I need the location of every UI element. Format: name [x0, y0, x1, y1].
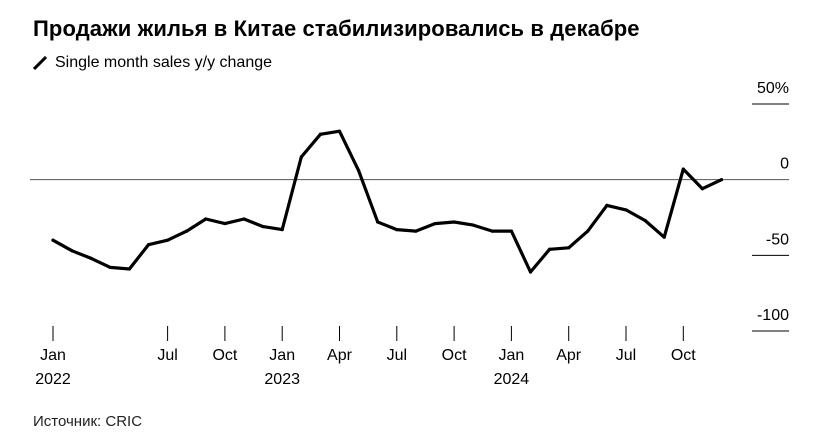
- chart-title: Продажи жилья в Китае стабилизировались …: [33, 16, 640, 41]
- x-tick-label: Apr: [327, 347, 353, 364]
- x-tick-label: Oct: [671, 347, 696, 364]
- data-point: [318, 132, 322, 136]
- data-point: [204, 217, 208, 221]
- data-point: [681, 167, 685, 171]
- x-tick-year-label: 2023: [264, 371, 300, 388]
- source-note: Источник: CRIC: [33, 413, 143, 430]
- data-point: [395, 228, 399, 232]
- data-point: [452, 220, 456, 224]
- data-point: [509, 229, 513, 233]
- data-point: [70, 249, 74, 253]
- data-point: [357, 168, 361, 173]
- data-point: [337, 129, 342, 133]
- data-point: [586, 229, 590, 233]
- x-axis: Jan 2022 Jul Oct Jan 2023 Apr Jul Oct Jan 2024 Apr J…: [35, 326, 696, 388]
- legend-line-icon: [33, 56, 47, 70]
- x-tick-label: Oct: [442, 347, 467, 364]
- x-tick-label: Jul: [387, 347, 407, 364]
- data-point: [51, 238, 55, 242]
- data-point: [414, 229, 418, 233]
- data-point: [624, 208, 628, 212]
- x-tick-label: Jul: [157, 347, 177, 364]
- data-point: [261, 224, 265, 229]
- data-point: [108, 265, 112, 270]
- data-point: [719, 178, 724, 182]
- data-point: [605, 203, 609, 207]
- x-tick-year-label: 2022: [35, 371, 71, 388]
- x-tick-label: Oct: [212, 347, 237, 364]
- data-point: [490, 229, 494, 233]
- series-line: [51, 129, 724, 274]
- y-axis: 50% 0 -50 -100: [752, 80, 789, 332]
- data-point: [127, 267, 131, 271]
- data-point: [146, 243, 151, 247]
- data-point: [662, 235, 666, 239]
- data-point: [548, 247, 552, 251]
- legend: Single month sales y/y change: [33, 54, 272, 72]
- data-point: [280, 228, 284, 232]
- x-tick-label: Jan: [499, 347, 525, 364]
- legend-label: Single month sales y/y change: [55, 54, 273, 71]
- data-point: [185, 229, 189, 233]
- data-point: [166, 238, 170, 242]
- y-tick-label: -100: [757, 307, 789, 324]
- x-tick-label: Jan: [269, 347, 295, 364]
- data-point: [242, 217, 246, 221]
- data-point: [299, 155, 303, 159]
- x-tick-label: Apr: [556, 347, 582, 364]
- data-point: [567, 246, 571, 250]
- data-point: [433, 221, 437, 226]
- data-points: [51, 129, 724, 274]
- x-tick-label: Jul: [616, 347, 636, 364]
- x-tick-label: Jan: [40, 347, 66, 364]
- x-tick-year-label: 2024: [494, 371, 530, 388]
- data-point: [700, 187, 705, 191]
- data-point: [471, 223, 475, 227]
- y-tick-label: 50%: [757, 80, 789, 97]
- data-point: [89, 256, 93, 260]
- data-point: [223, 221, 227, 226]
- data-point: [643, 218, 647, 223]
- y-tick-label: 0: [780, 156, 789, 173]
- data-point: [528, 270, 533, 274]
- data-point: [376, 220, 380, 224]
- y-tick-label: -50: [766, 231, 789, 248]
